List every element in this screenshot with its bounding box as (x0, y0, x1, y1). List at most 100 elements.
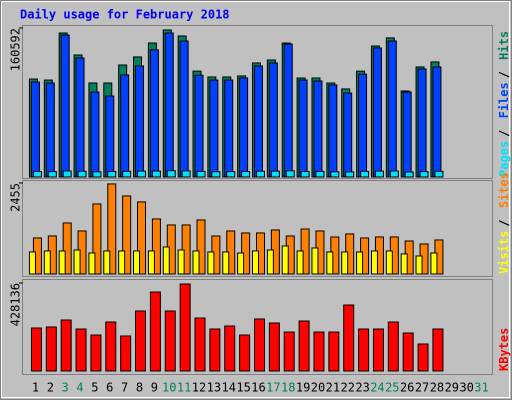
bar (122, 195, 132, 275)
x-tick-label: 16 (251, 381, 265, 395)
bar (149, 291, 161, 372)
bar (370, 250, 378, 275)
bar (151, 218, 161, 275)
bar (194, 74, 204, 178)
bar (285, 170, 295, 178)
bar (385, 250, 393, 275)
bar (296, 250, 304, 275)
bar (45, 82, 55, 178)
y-tick-label: 2455 (9, 183, 23, 212)
y-tick-label: 428136 (9, 283, 23, 326)
x-tick-label: 17 (266, 381, 280, 395)
x-tick-label: 27 (415, 381, 429, 395)
bar (417, 68, 427, 178)
bar (166, 170, 176, 178)
x-tick-label: 26 (400, 381, 414, 395)
bar (345, 171, 355, 178)
bar (179, 283, 191, 372)
x-tick-label: 22 (340, 381, 354, 395)
bar (224, 325, 236, 372)
x-tick-label: 28 (430, 381, 444, 395)
bar (251, 250, 259, 275)
bar (402, 332, 414, 372)
bar (434, 170, 444, 178)
bar (253, 65, 263, 178)
x-tick-label: 8 (136, 381, 143, 395)
bar (253, 318, 265, 372)
bar (432, 328, 444, 372)
bar (222, 251, 230, 275)
x-tick-label: 18 (281, 381, 295, 395)
bar (389, 170, 399, 178)
bar (30, 327, 42, 372)
bar (315, 170, 325, 178)
bar (207, 251, 215, 275)
bar (120, 74, 130, 178)
bar (118, 250, 126, 275)
bar (328, 84, 338, 178)
bar (62, 222, 72, 275)
bar (88, 252, 96, 275)
bar (417, 343, 429, 372)
bar (343, 92, 353, 178)
bar (60, 34, 70, 178)
bar (58, 250, 66, 275)
legend-entry: Visits (497, 231, 511, 274)
bar (432, 66, 442, 178)
bar (239, 334, 251, 372)
legend-separator: / (497, 71, 511, 78)
bar (177, 249, 185, 275)
bar (358, 73, 368, 178)
bar (103, 250, 111, 275)
x-tick-label: 7 (121, 381, 128, 395)
x-tick-label: 25 (385, 381, 399, 395)
x-tick-label: 12 (192, 381, 206, 395)
bar (151, 170, 161, 178)
bar (374, 170, 384, 178)
legend-separator: / (497, 219, 511, 226)
bar (387, 321, 399, 372)
bar (255, 170, 265, 178)
bar (105, 95, 115, 178)
legend-entry: Files (497, 82, 511, 118)
x-tick-label: 9 (151, 381, 158, 395)
bar (196, 170, 206, 178)
bar (326, 251, 334, 275)
bar (135, 310, 147, 372)
legend: Visits / Sites (497, 172, 511, 274)
x-tick-label: 29 (445, 381, 459, 395)
bar (268, 62, 278, 178)
bar (330, 171, 340, 178)
bar (164, 310, 176, 372)
bar (341, 251, 349, 275)
bar (164, 32, 174, 178)
bar (179, 40, 189, 178)
bar (122, 170, 132, 178)
bar (77, 170, 87, 178)
bar (400, 253, 408, 275)
bar (283, 43, 293, 178)
x-tick-label: 6 (106, 381, 113, 395)
bar (194, 317, 206, 372)
x-tick-label: 1 (32, 381, 39, 395)
bar (237, 252, 245, 275)
bar (149, 49, 159, 178)
bar (45, 326, 57, 372)
bar (419, 171, 429, 178)
bar (283, 331, 295, 372)
bar (268, 322, 280, 372)
bar (133, 250, 141, 275)
x-tick-label: 20 (311, 381, 325, 395)
bar (73, 249, 81, 275)
bar (137, 201, 147, 275)
bar (62, 170, 72, 178)
x-tick-label: 3 (62, 381, 69, 395)
bar (137, 170, 147, 178)
bar (92, 171, 102, 178)
bar (120, 335, 132, 372)
bar (298, 320, 310, 372)
x-tick-label: 14 (222, 381, 236, 395)
